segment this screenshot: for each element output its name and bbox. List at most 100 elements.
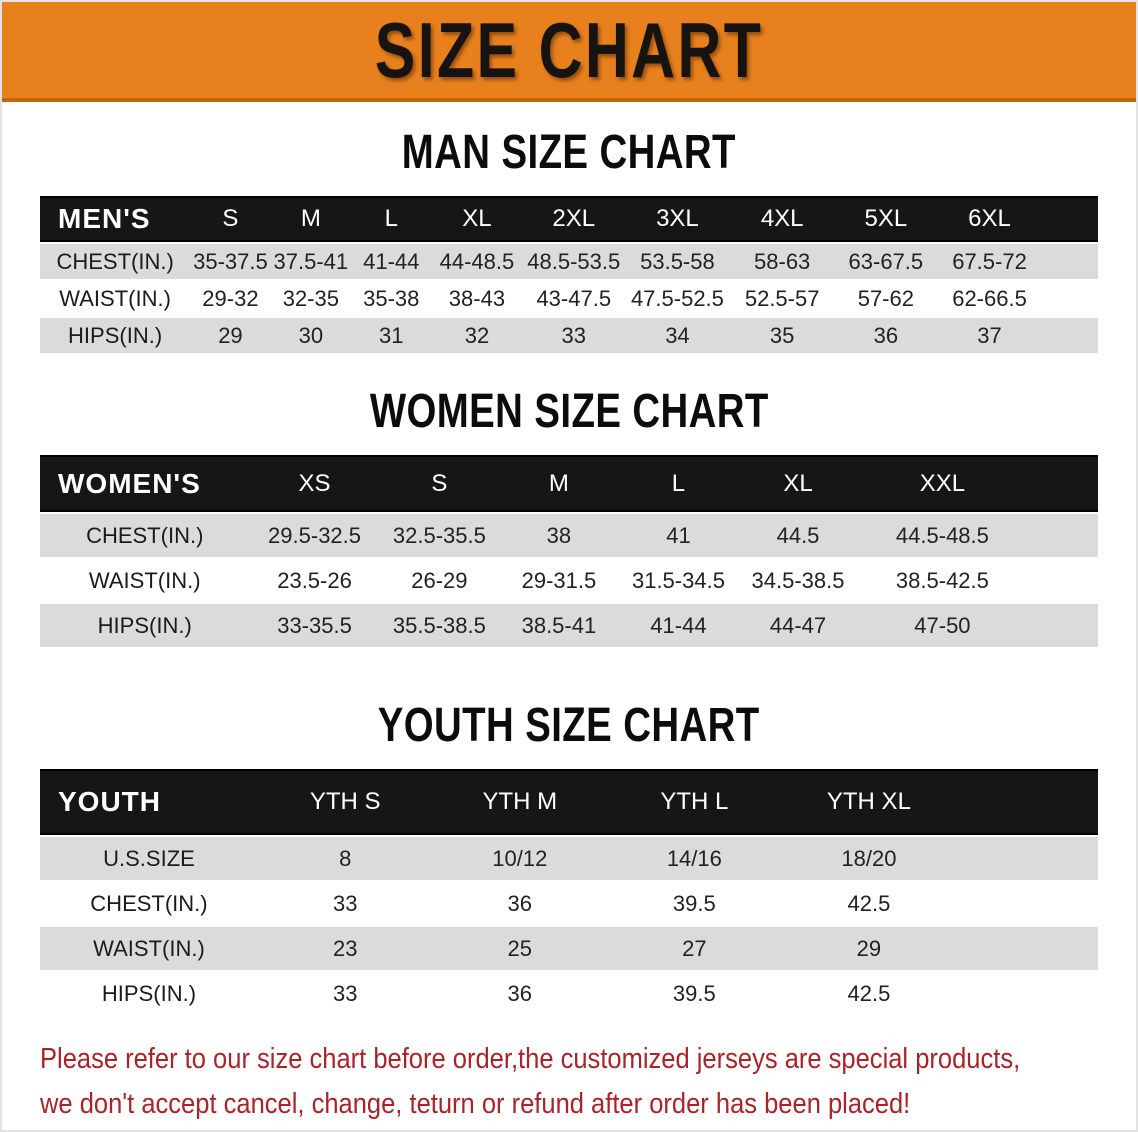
filler-cell xyxy=(1027,604,1098,647)
column-header: S xyxy=(190,196,271,242)
table-cell: 34.5-38.5 xyxy=(738,559,858,602)
table-cell: 41-44 xyxy=(618,604,739,647)
table-cell: 25 xyxy=(432,927,608,970)
table-cell: 44-48.5 xyxy=(431,244,523,279)
column-header: YTH L xyxy=(607,769,782,835)
table-cell: 47-50 xyxy=(857,604,1028,647)
table-cell: 48.5-53.5 xyxy=(522,244,626,279)
column-header: 5XL xyxy=(834,196,938,242)
table-cell: 57-62 xyxy=(834,281,938,316)
table-cell: 42.5 xyxy=(781,972,957,1015)
column-header: XXL xyxy=(857,455,1028,512)
table-cell: 29-31.5 xyxy=(499,559,619,602)
table-cell: 18/20 xyxy=(781,837,957,880)
column-header: XL xyxy=(431,196,523,242)
table-cell: 30 xyxy=(270,318,352,353)
table-cell: 34 xyxy=(625,318,730,353)
row-label: HIPS(IN.) xyxy=(40,318,191,353)
table-cell: 37.5-41 xyxy=(270,244,352,279)
table-cell: 27 xyxy=(607,927,782,970)
table-cell: 33 xyxy=(522,318,626,353)
women-heading-text: WOMEN SIZE CHART xyxy=(369,385,769,438)
youth-header-row: YOUTH YTH S YTH M YTH L YTH XL xyxy=(40,769,1098,835)
table-cell: 35-37.5 xyxy=(190,244,271,279)
row-label: WAIST(IN.) xyxy=(40,927,258,970)
row-label: U.S.SIZE xyxy=(40,837,258,880)
table-cell: 38 xyxy=(499,514,619,557)
table-cell: 44-47 xyxy=(738,604,858,647)
table-cell: 23 xyxy=(257,927,433,970)
table-row: HIPS(IN.) 33-35.5 35.5-38.5 38.5-41 41-4… xyxy=(40,604,1098,647)
row-label: CHEST(IN.) xyxy=(40,244,191,279)
table-cell: 35.5-38.5 xyxy=(379,604,500,647)
mens-size-table: MEN'S S M L XL 2XL 3XL 4XL 5XL 6XL CHEST… xyxy=(40,194,1098,355)
column-header: YTH S xyxy=(257,769,433,835)
man-heading-text: MAN SIZE CHART xyxy=(401,126,737,179)
row-label: CHEST(IN.) xyxy=(40,882,258,925)
table-cell: 29-32 xyxy=(190,281,271,316)
table-cell: 41-44 xyxy=(351,244,432,279)
table-cell: 35 xyxy=(729,318,835,353)
table-row: CHEST(IN.) 35-37.5 37.5-41 41-44 44-48.5… xyxy=(40,244,1098,279)
row-label: WAIST(IN.) xyxy=(40,281,191,316)
table-cell: 36 xyxy=(834,318,938,353)
mens-header-row: MEN'S S M L XL 2XL 3XL 4XL 5XL 6XL xyxy=(40,196,1098,242)
table-cell: 39.5 xyxy=(607,972,782,1015)
table-cell: 32 xyxy=(431,318,523,353)
table-row: HIPS(IN.) 33 36 39.5 42.5 xyxy=(40,972,1098,1015)
filler-cell xyxy=(1027,514,1098,557)
womens-table-title: WOMEN'S xyxy=(40,455,250,512)
table-cell: 35-38 xyxy=(351,281,432,316)
column-header: M xyxy=(270,196,352,242)
table-cell: 44.5-48.5 xyxy=(857,514,1028,557)
column-header: L xyxy=(351,196,432,242)
column-header: 6XL xyxy=(937,196,1042,242)
column-header: M xyxy=(499,455,619,512)
youth-table-title: YOUTH xyxy=(40,769,258,835)
table-cell: 44.5 xyxy=(738,514,858,557)
womens-header-row: WOMEN'S XS S M L XL XXL xyxy=(40,455,1098,512)
row-label: HIPS(IN.) xyxy=(40,604,250,647)
table-cell: 32-35 xyxy=(270,281,352,316)
table-cell: 41 xyxy=(618,514,739,557)
table-cell: 58-63 xyxy=(729,244,835,279)
table-row: WAIST(IN.) 23 25 27 29 xyxy=(40,927,1098,970)
table-cell: 31 xyxy=(351,318,432,353)
column-header: XS xyxy=(249,455,380,512)
filler-cell xyxy=(956,972,1098,1015)
table-cell: 43-47.5 xyxy=(522,281,626,316)
table-cell: 37 xyxy=(937,318,1042,353)
column-header: YTH M xyxy=(432,769,608,835)
filler-cell xyxy=(956,837,1098,880)
table-cell: 36 xyxy=(432,882,608,925)
section-heading-women: WOMEN SIZE CHART xyxy=(2,385,1136,439)
column-header: S xyxy=(379,455,500,512)
table-cell: 47.5-52.5 xyxy=(625,281,730,316)
table-cell: 52.5-57 xyxy=(729,281,835,316)
filler-cell xyxy=(956,769,1098,835)
banner-title: SIZE CHART xyxy=(374,5,764,94)
filler-cell xyxy=(1041,196,1098,242)
row-label: CHEST(IN.) xyxy=(40,514,250,557)
table-cell: 62-66.5 xyxy=(937,281,1042,316)
table-cell: 29.5-32.5 xyxy=(249,514,380,557)
filler-cell xyxy=(1027,559,1098,602)
table-cell: 53.5-58 xyxy=(625,244,730,279)
table-row: WAIST(IN.) 29-32 32-35 35-38 38-43 43-47… xyxy=(40,281,1098,316)
table-cell: 39.5 xyxy=(607,882,782,925)
womens-size-table: WOMEN'S XS S M L XL XXL CHEST(IN.) 29.5-… xyxy=(40,453,1098,649)
table-cell: 33-35.5 xyxy=(249,604,380,647)
column-header: 2XL xyxy=(522,196,626,242)
column-header: XL xyxy=(738,455,858,512)
row-label: WAIST(IN.) xyxy=(40,559,250,602)
table-cell: 36 xyxy=(432,972,608,1015)
table-row: U.S.SIZE 8 10/12 14/16 18/20 xyxy=(40,837,1098,880)
column-header: 4XL xyxy=(729,196,835,242)
mens-table-title: MEN'S xyxy=(40,196,191,242)
youth-size-table: YOUTH YTH S YTH M YTH L YTH XL U.S.SIZE … xyxy=(40,767,1098,1017)
filler-cell xyxy=(956,927,1098,970)
filler-cell xyxy=(1042,281,1098,316)
table-cell: 33 xyxy=(257,882,433,925)
column-header: 3XL xyxy=(625,196,730,242)
table-cell: 26-29 xyxy=(379,559,500,602)
